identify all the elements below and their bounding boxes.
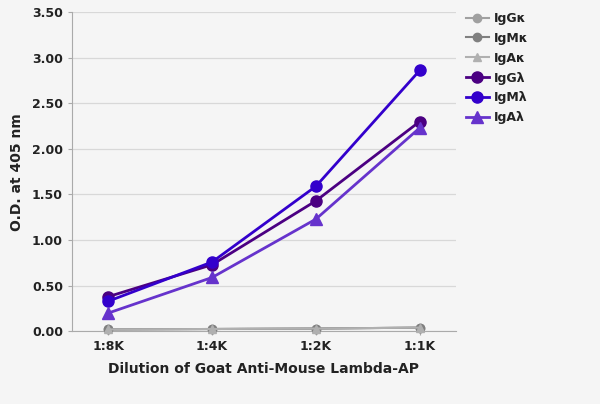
IgAλ <box>105 311 112 316</box>
Legend: IgGκ, IgMκ, IgAκ, IgGλ, IgMλ, IgAλ: IgGκ, IgMκ, IgAκ, IgGλ, IgMλ, IgAλ <box>466 12 528 124</box>
IgGκ <box>105 327 112 332</box>
IgAκ <box>105 327 112 332</box>
IgMκ <box>416 325 423 330</box>
Line: IgGκ: IgGκ <box>104 324 424 334</box>
IgGκ <box>416 325 423 330</box>
IgAκ <box>416 325 423 330</box>
IgMλ <box>105 299 112 304</box>
IgMλ <box>416 68 423 73</box>
IgAλ <box>416 126 423 130</box>
IgMκ <box>209 326 216 331</box>
Line: IgAκ: IgAκ <box>104 324 424 334</box>
X-axis label: Dilution of Goat Anti-Mouse Lambda-AP: Dilution of Goat Anti-Mouse Lambda-AP <box>109 362 419 376</box>
IgMλ <box>209 259 216 264</box>
Y-axis label: O.D. at 405 nm: O.D. at 405 nm <box>10 113 23 231</box>
IgAλ <box>312 217 319 221</box>
IgAκ <box>312 326 319 331</box>
IgGλ <box>105 294 112 299</box>
Line: IgMκ: IgMκ <box>104 324 424 334</box>
IgMκ <box>105 327 112 332</box>
Line: IgGλ: IgGλ <box>103 116 425 302</box>
IgAκ <box>209 326 216 331</box>
IgGκ <box>209 326 216 331</box>
IgMλ <box>312 184 319 189</box>
IgGκ <box>312 326 319 331</box>
IgGλ <box>416 119 423 124</box>
IgGλ <box>209 262 216 267</box>
Line: IgAλ: IgAλ <box>103 122 425 319</box>
Line: IgMλ: IgMλ <box>103 65 425 307</box>
IgGλ <box>312 198 319 203</box>
IgAλ <box>209 275 216 280</box>
IgMκ <box>312 326 319 331</box>
